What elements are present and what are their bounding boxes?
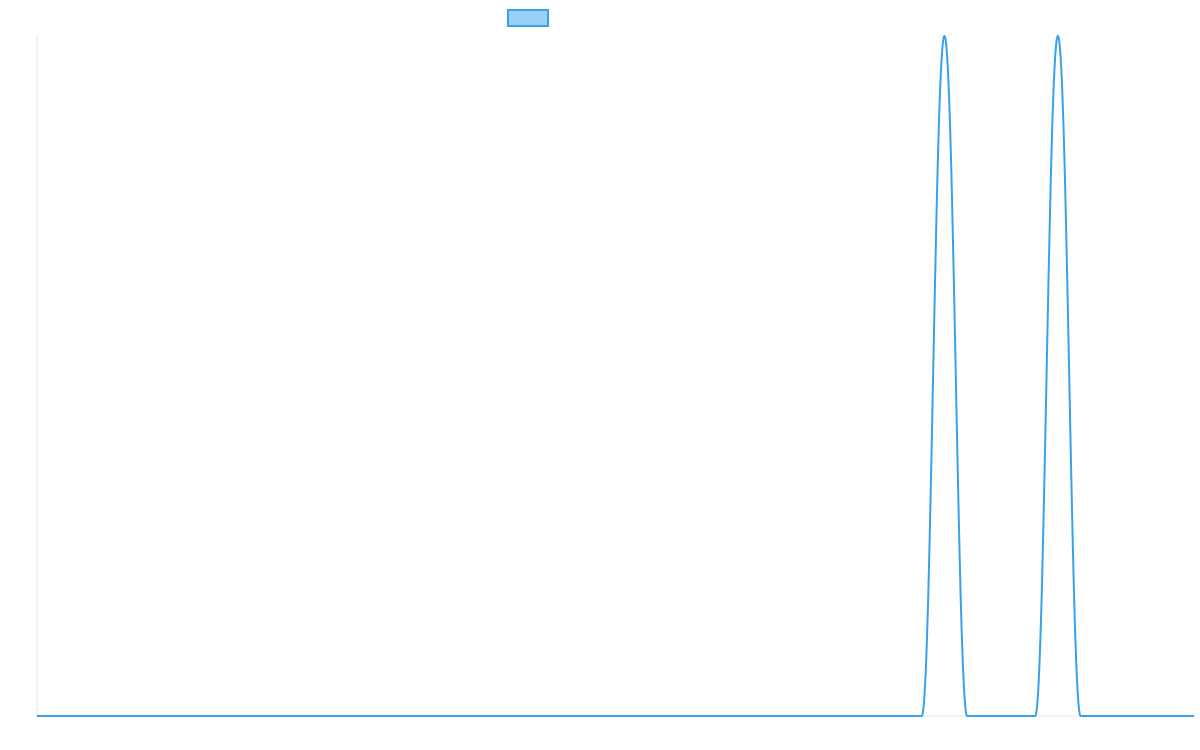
series-layer: [37, 35, 1194, 717]
legend[interactable]: [507, 9, 549, 27]
axes: [36, 36, 1194, 717]
legend-swatch[interactable]: [507, 9, 549, 27]
series-line-0: [37, 35, 1194, 717]
